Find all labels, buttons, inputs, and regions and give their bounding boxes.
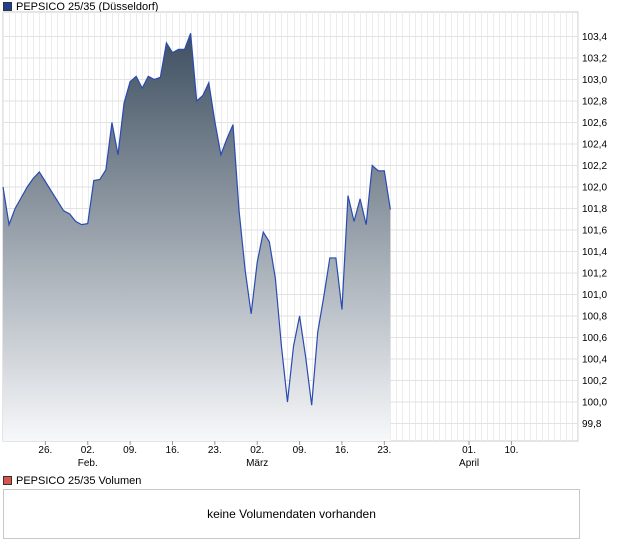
x-tick-label: 23. bbox=[377, 445, 391, 456]
y-tick-label: 103,2 bbox=[582, 54, 607, 65]
volume-panel: keine Volumendaten vorhanden bbox=[3, 489, 580, 539]
y-tick-label: 102,4 bbox=[582, 140, 607, 151]
x-tick-label: 16. bbox=[166, 445, 180, 456]
legend-volume-label: PEPSICO 25/35 Volumen bbox=[16, 475, 142, 487]
x-tick-label: 01. bbox=[462, 445, 476, 456]
x-tick-label: 09. bbox=[123, 445, 137, 456]
y-tick-label: 101,8 bbox=[582, 204, 607, 215]
y-tick-label: 100,2 bbox=[582, 376, 607, 387]
volume-empty-message: keine Volumendaten vorhanden bbox=[207, 507, 376, 521]
y-tick-label: 100,4 bbox=[582, 355, 607, 366]
y-tick-label: 103,4 bbox=[582, 32, 607, 43]
y-tick-label: 100,0 bbox=[582, 398, 607, 409]
legend-volume-swatch bbox=[3, 475, 12, 485]
price-line bbox=[2, 33, 391, 406]
legend-price-swatch bbox=[3, 1, 12, 11]
y-tick-label: 101,6 bbox=[582, 226, 607, 237]
x-tick-label: 02. bbox=[81, 445, 95, 456]
x-tick-label: 10. bbox=[504, 445, 518, 456]
y-tick-label: 101,4 bbox=[582, 247, 607, 258]
x-tick-month-label: April bbox=[459, 458, 479, 469]
y-tick-label: 102,6 bbox=[582, 118, 607, 129]
x-tick-label: 23. bbox=[208, 445, 222, 456]
x-tick-label: 02. bbox=[250, 445, 264, 456]
legend-price-label: PEPSICO 25/35 (Düsseldorf) bbox=[16, 1, 159, 13]
y-tick-label: 102,2 bbox=[582, 161, 607, 172]
x-tick-label: 09. bbox=[293, 445, 307, 456]
y-tick-label: 99,8 bbox=[582, 419, 602, 430]
y-tick-label: 100,8 bbox=[582, 312, 607, 323]
legend-price: PEPSICO 25/35 (Düsseldorf) bbox=[3, 1, 158, 13]
y-tick-label: 101,2 bbox=[582, 269, 607, 280]
y-tick-label: 102,8 bbox=[582, 97, 607, 108]
x-tick-label: 16. bbox=[335, 445, 349, 456]
price-area bbox=[3, 33, 391, 442]
price-chart: 103,4 103,2 103,0 102,8 102,6 102,4 102,2 102,0… bbox=[2, 11, 607, 469]
y-tick-label: 101,0 bbox=[582, 290, 607, 301]
x-tick-month-label: Feb. bbox=[78, 458, 98, 469]
legend-volume: PEPSICO 25/35 Volumen bbox=[3, 475, 141, 487]
y-tick-label: 103,0 bbox=[582, 75, 607, 86]
x-tick-month-label: März bbox=[246, 458, 268, 469]
x-tick-label: 26. bbox=[38, 445, 52, 456]
y-tick-label: 102,0 bbox=[582, 183, 607, 194]
y-tick-label: 100,6 bbox=[582, 333, 607, 344]
